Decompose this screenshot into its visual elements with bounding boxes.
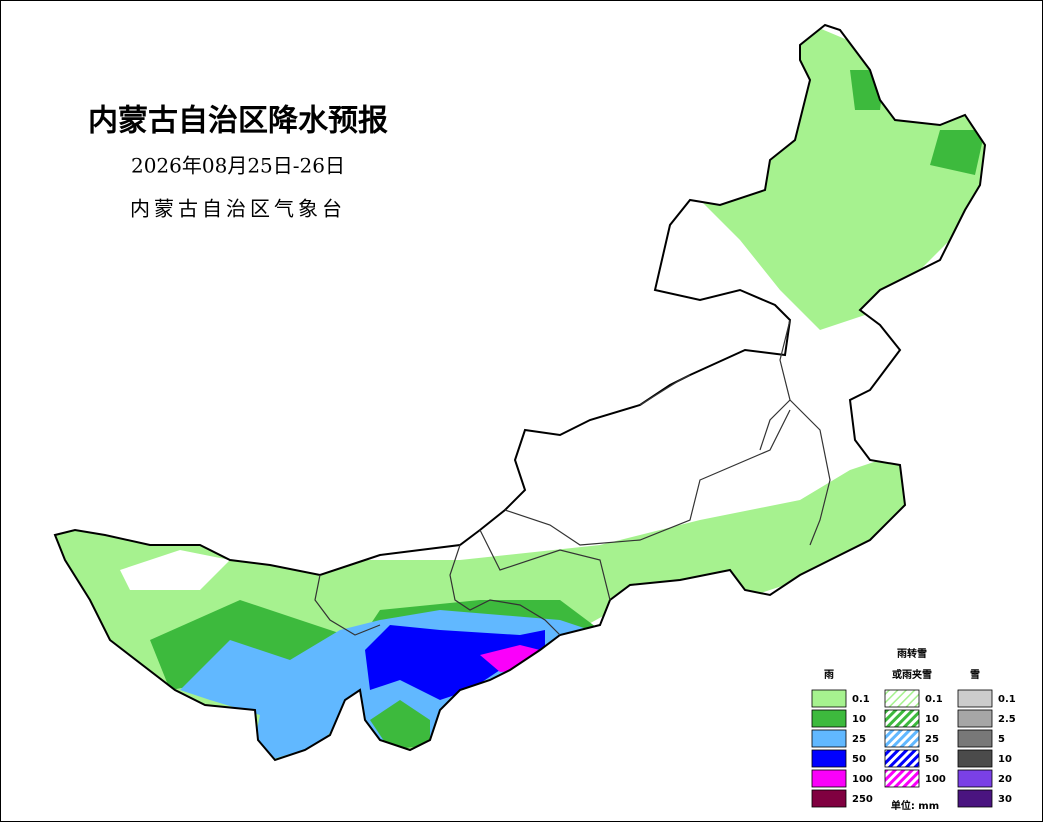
legend-swatch xyxy=(811,749,847,768)
legend-label: 0.1 xyxy=(998,694,1016,705)
legend-swatch xyxy=(811,789,847,808)
legend-label: 0.1 xyxy=(925,694,943,705)
legend-swatch xyxy=(884,749,920,768)
legend-label: 2.5 xyxy=(998,714,1016,725)
legend-label: 250 xyxy=(852,794,873,805)
unit-label: 单位: mm xyxy=(891,799,939,812)
legend-heading: 或雨夹雪 xyxy=(892,668,932,681)
legend-swatch xyxy=(884,689,920,708)
legend-swatch xyxy=(957,709,993,728)
legend-heading: 雨转雪 xyxy=(897,647,927,660)
legend-swatch xyxy=(957,749,993,768)
legend-swatch xyxy=(884,769,920,788)
legend-label: 5 xyxy=(998,734,1005,745)
legend-label: 100 xyxy=(852,774,873,785)
legend-heading: 雪 xyxy=(970,669,980,681)
legend-swatch xyxy=(957,769,993,788)
legend-swatch xyxy=(811,729,847,748)
legend-label: 25 xyxy=(852,734,866,745)
legend-swatch xyxy=(957,789,993,808)
legend-label: 10 xyxy=(925,714,939,725)
legend-label: 50 xyxy=(925,754,939,765)
legend-label: 100 xyxy=(925,774,946,785)
legend-swatch xyxy=(957,689,993,708)
issuer: 内蒙古自治区气象台 xyxy=(130,197,346,221)
forecast-date: 2026年08月25日-26日 xyxy=(131,154,345,178)
map-title: 内蒙古自治区降水预报 xyxy=(88,104,388,139)
legend-label: 30 xyxy=(998,794,1012,805)
legend-label: 20 xyxy=(998,774,1012,785)
legend-swatch xyxy=(884,709,920,728)
legend-label: 10 xyxy=(852,714,866,725)
legend-swatch xyxy=(884,729,920,748)
legend-heading: 雨 xyxy=(824,669,834,681)
legend-label: 25 xyxy=(925,734,939,745)
legend-label: 0.1 xyxy=(852,694,870,705)
legend-label: 50 xyxy=(852,754,866,765)
legend-swatch xyxy=(811,709,847,728)
legend-label: 10 xyxy=(998,754,1012,765)
league-boundaries xyxy=(314,319,831,636)
legend-swatch xyxy=(811,689,847,708)
legend-swatch xyxy=(957,729,993,748)
legend-swatch xyxy=(811,769,847,788)
